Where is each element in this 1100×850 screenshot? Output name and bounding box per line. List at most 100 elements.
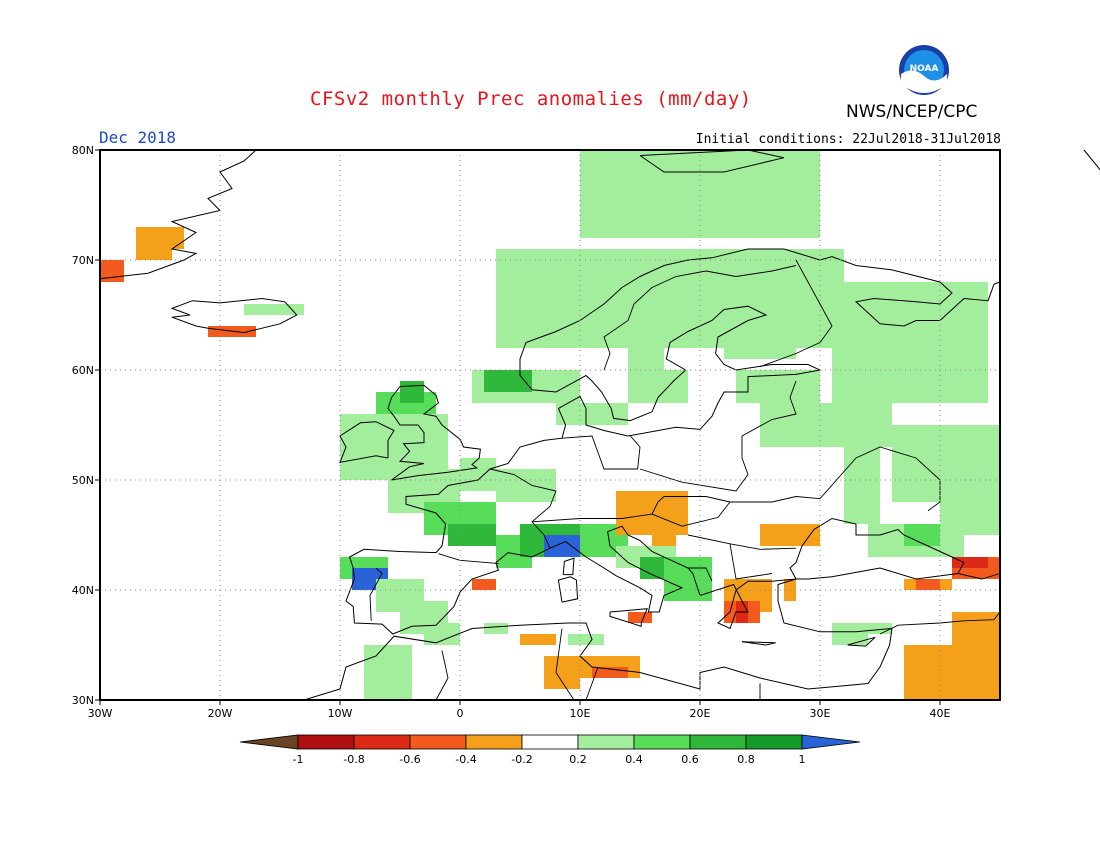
country-border [688, 567, 713, 582]
chart-title: CFSv2 monthly Prec anomalies (mm/day) [310, 88, 752, 110]
colorbar-label: 1 [799, 753, 806, 766]
anomaly-cell [460, 458, 496, 491]
colorbar-label: -1 [293, 753, 304, 766]
lat-label: 40N [72, 584, 94, 597]
anomaly-cell [580, 150, 820, 238]
country-border [687, 534, 797, 550]
lon-label: 20E [690, 707, 711, 720]
country-border [664, 446, 941, 512]
coastline [303, 248, 1001, 701]
colorbar-segment [353, 734, 411, 750]
anomaly-cell [892, 425, 1000, 502]
lon-label: 20W [208, 707, 233, 720]
country-border [435, 650, 449, 701]
country-border [585, 666, 599, 701]
lat-label: 30N [72, 694, 94, 707]
anomaly-cell [136, 227, 184, 249]
anomaly-cell [400, 381, 424, 403]
anomaly-cell [448, 524, 496, 546]
lon-label: 10W [328, 707, 353, 720]
coastline [562, 557, 575, 576]
anomaly-cell [832, 623, 868, 645]
anomaly-cell [568, 634, 604, 645]
colorbar-label: 0.6 [681, 753, 699, 766]
map-frame [99, 149, 1001, 701]
anomaly-cell [724, 315, 796, 359]
anomaly-cell [364, 645, 412, 700]
lat-label: 50N [72, 474, 94, 487]
country-border [957, 573, 1001, 580]
country-border [438, 553, 499, 565]
anomaly-cell [652, 513, 676, 546]
lon-label: 0 [457, 707, 464, 720]
coastline [387, 384, 481, 481]
coastline [609, 608, 648, 627]
anomaly-cell [472, 579, 496, 590]
coastline [170, 297, 298, 334]
colorbar-segment [521, 734, 579, 750]
coastline [847, 636, 876, 647]
coastline [741, 641, 776, 646]
colorbar-segment [297, 734, 355, 750]
country-border [639, 380, 797, 492]
colorbar-label: -0.4 [455, 753, 476, 766]
latitude-labels: 80N 70N 60N 50N 40N 30N [72, 144, 100, 707]
anomaly-cell [592, 667, 628, 678]
country-border [729, 543, 773, 580]
coastline [1083, 149, 1100, 171]
lon-label: 40E [930, 707, 951, 720]
noaa-logo-icon: NOAA [899, 45, 949, 95]
country-border [489, 468, 557, 549]
colorbar: -1 -0.8 -0.6 -0.4 -0.2 0.2 0.4 0.6 0.8 1 [239, 734, 861, 766]
country-border [879, 611, 1001, 635]
anomaly-cell [520, 634, 556, 645]
country-border [705, 265, 797, 277]
colorbar-high-arrow [801, 734, 861, 750]
colorbar-label: 0.2 [569, 753, 587, 766]
anomaly-cell [244, 304, 304, 315]
anomaly-cell [832, 282, 988, 403]
coastlines [99, 149, 1100, 701]
month-label: Dec 2018 [99, 128, 177, 147]
country-border [603, 270, 707, 371]
colorbar-segment [577, 734, 635, 750]
map-gridlines [100, 150, 1000, 700]
colorbar-segment [689, 734, 747, 750]
coastline [99, 149, 257, 280]
anomaly-cell [628, 612, 652, 623]
anomaly-cell [136, 249, 172, 260]
colorbar-label: -0.6 [399, 753, 420, 766]
anomaly-cell [628, 337, 664, 370]
anomaly-cell [916, 579, 940, 590]
colorbar-label: 0.4 [625, 753, 643, 766]
country-border [555, 628, 575, 701]
country-border [531, 496, 665, 523]
anomaly-cell [916, 304, 988, 326]
anomaly-cell [496, 469, 556, 502]
colorbar-segment [465, 734, 523, 750]
lon-label: 30E [810, 707, 831, 720]
colorbar-segment [745, 734, 803, 750]
anomaly-cell [556, 403, 628, 425]
country-border [759, 259, 833, 368]
coastline [339, 421, 395, 464]
colorbar-label: -0.8 [343, 753, 364, 766]
anomaly-cell [904, 524, 940, 546]
colorbar-label: -0.2 [511, 753, 532, 766]
lon-label: 10E [570, 707, 591, 720]
anomaly-cell [424, 623, 460, 645]
colorbar-low-arrow [239, 734, 299, 750]
lon-label: 30W [88, 707, 113, 720]
anomaly-cell [544, 535, 580, 557]
anomaly-cell [760, 524, 820, 546]
country-border [369, 567, 383, 621]
lat-label: 80N [72, 144, 94, 157]
anomaly-cell [484, 623, 508, 634]
svg-text:NOAA: NOAA [910, 64, 939, 74]
country-border [651, 501, 731, 527]
coastline [557, 576, 579, 603]
anomaly-cell [952, 612, 1000, 678]
anomaly-cells [100, 150, 1000, 700]
lat-label: 70N [72, 254, 94, 267]
